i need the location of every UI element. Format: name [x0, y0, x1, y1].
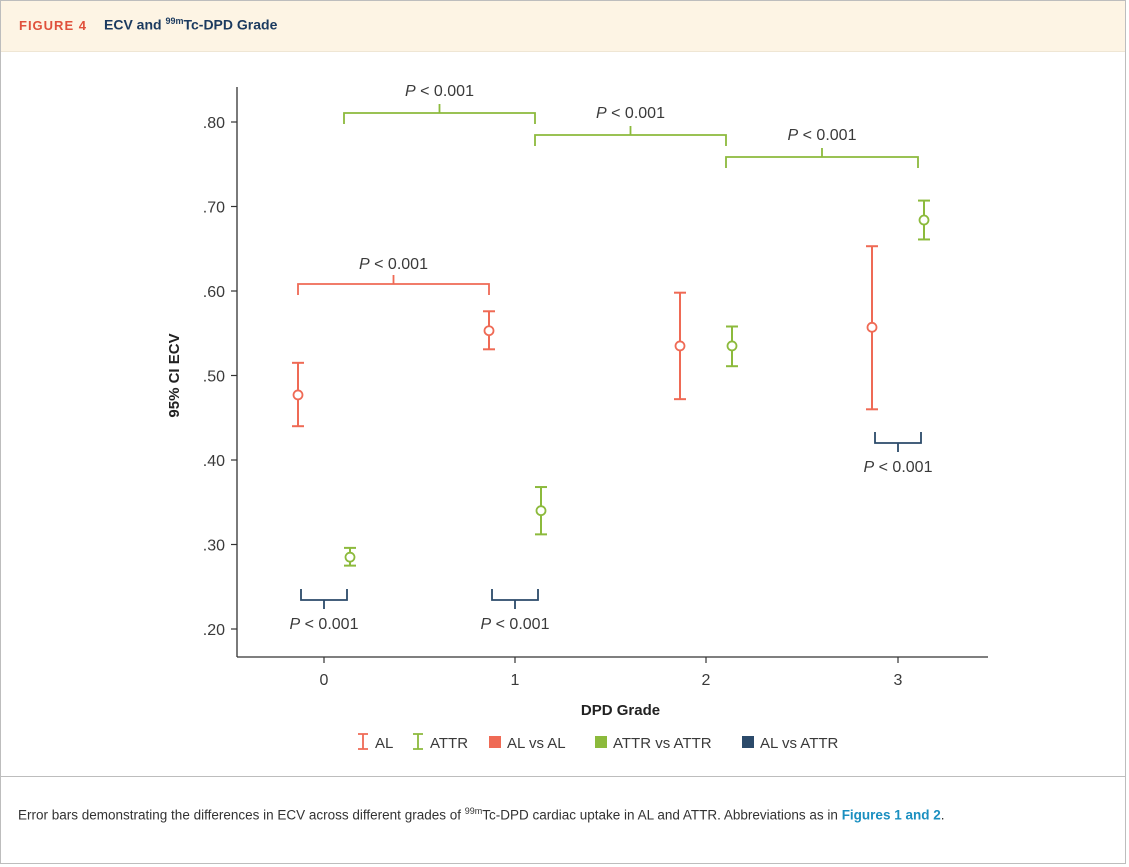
y-tick-label: .50: [203, 369, 225, 386]
legend-swatch-errorbar: [358, 733, 368, 750]
ecv-chart: .20 .30 .40 .50 .60 .70 .80 0 1 2 3 DPD Grade 95% CI…: [166, 83, 988, 752]
attr-vs-attr-bracket: [725, 148, 919, 168]
x-tick-label: 2: [702, 672, 711, 689]
al-vs-al-pvalue: P < 0.001: [359, 256, 428, 273]
y-tick-label: .30: [203, 538, 225, 555]
al-vs-attr-pvalue: P < 0.001: [864, 459, 933, 476]
attr-vs-attr-bracket: [343, 104, 536, 124]
figure-caption: Error bars demonstrating the differences…: [18, 799, 1108, 828]
title-sup: 99m: [165, 16, 184, 26]
x-tick-label: 1: [511, 672, 520, 689]
al-mean-point: [292, 389, 304, 401]
al-vs-attr-pvalue: P < 0.001: [290, 616, 359, 633]
caption-sup: 99m: [464, 806, 483, 816]
attr-mean-point: [726, 340, 738, 352]
al-mean-point: [674, 340, 686, 352]
legend-label: ATTR: [430, 735, 468, 752]
al-vs-attr-pvalue: P < 0.001: [481, 616, 550, 633]
caption-text-post: Tc-DPD cardiac uptake in AL and ATTR. Ab…: [482, 807, 842, 823]
al-mean-point: [866, 321, 878, 333]
legend-swatch-square: [595, 736, 607, 748]
legend-label: AL vs AL: [507, 735, 566, 752]
al-vs-al-bracket: [297, 275, 490, 295]
figures-link[interactable]: Figures 1 and 2: [841, 807, 941, 823]
legend-swatch-square: [489, 736, 501, 748]
legend-label: ATTR vs ATTR: [613, 735, 712, 752]
y-tick-label: .70: [203, 200, 225, 217]
attr-mean-point: [535, 505, 547, 517]
legend-label: AL: [375, 735, 393, 752]
title-pre: ECV and: [104, 16, 166, 33]
al-vs-attr-bracket: [874, 432, 922, 452]
attr-vs-attr-pvalue: P < 0.001: [788, 127, 857, 144]
legend-label: AL vs ATTR: [760, 735, 839, 752]
caption-end: .: [940, 807, 945, 823]
x-axis-title: DPD Grade: [581, 702, 660, 719]
al-vs-attr-bracket: [491, 589, 539, 609]
attr-mean-point: [918, 214, 930, 226]
y-tick-label: .80: [203, 115, 225, 132]
y-tick-label: .20: [203, 622, 225, 639]
legend-swatch-errorbar: [413, 733, 423, 750]
figure-label: FIGURE 4: [19, 18, 87, 33]
y-tick-label: .40: [203, 453, 225, 470]
x-tick-label: 0: [320, 672, 329, 689]
y-axis-title: 95% CI ECV: [166, 333, 183, 417]
al-mean-point: [483, 325, 495, 337]
attr-vs-attr-pvalue: P < 0.001: [405, 83, 474, 100]
legend-swatch-square: [742, 736, 754, 748]
x-tick-label: 3: [894, 672, 903, 689]
caption-text-pre: Error bars demonstrating the differences…: [18, 807, 465, 823]
caption-divider: [1, 776, 1125, 777]
figure-title: ECV and 99mTc-DPD Grade: [104, 16, 277, 33]
attr-vs-attr-bracket: [534, 126, 727, 146]
attr-vs-attr-pvalue: P < 0.001: [596, 105, 665, 122]
attr-mean-point: [344, 551, 356, 563]
figure-header: FIGURE 4 ECV and 99mTc-DPD Grade: [1, 1, 1125, 52]
al-vs-attr-bracket: [300, 589, 348, 609]
title-post: Tc-DPD Grade: [183, 16, 278, 33]
y-tick-label: .60: [203, 284, 225, 301]
